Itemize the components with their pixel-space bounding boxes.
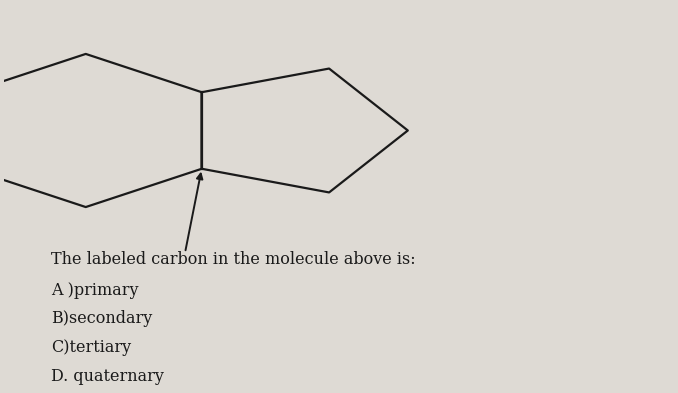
Text: The labeled carbon in the molecule above is:: The labeled carbon in the molecule above… xyxy=(51,251,416,268)
Text: C)tertiary: C)tertiary xyxy=(51,339,131,356)
Text: D. quaternary: D. quaternary xyxy=(51,368,164,385)
Text: B)secondary: B)secondary xyxy=(51,310,153,327)
Text: A )primary: A )primary xyxy=(51,282,138,299)
